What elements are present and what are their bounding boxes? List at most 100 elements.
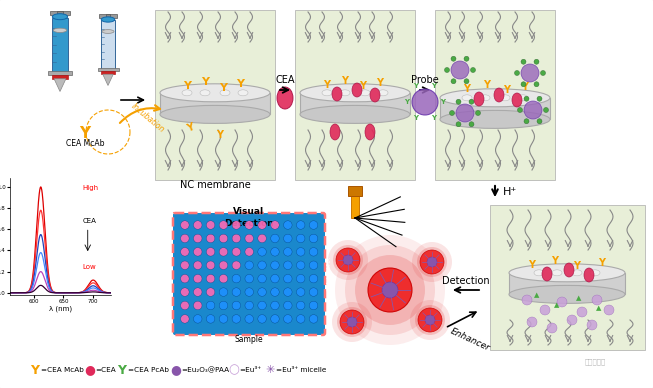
- Circle shape: [206, 261, 215, 270]
- Ellipse shape: [378, 90, 388, 96]
- Ellipse shape: [200, 90, 210, 96]
- Text: =Eu³⁺: =Eu³⁺: [240, 367, 261, 373]
- Text: =CEA PcAb: =CEA PcAb: [127, 367, 168, 373]
- Circle shape: [271, 221, 279, 229]
- Circle shape: [181, 234, 189, 242]
- Circle shape: [540, 305, 550, 315]
- Circle shape: [193, 315, 202, 323]
- Text: ●: ●: [170, 364, 182, 376]
- Circle shape: [328, 240, 368, 280]
- Circle shape: [296, 301, 305, 310]
- Circle shape: [310, 274, 318, 283]
- Text: Y: Y: [441, 99, 445, 105]
- Text: =Eu³⁺ micelle: =Eu³⁺ micelle: [276, 367, 326, 373]
- Circle shape: [245, 248, 253, 256]
- Circle shape: [445, 68, 449, 73]
- Circle shape: [527, 317, 537, 327]
- Ellipse shape: [277, 87, 293, 109]
- Bar: [57, 11, 63, 17]
- FancyBboxPatch shape: [490, 205, 645, 350]
- Circle shape: [258, 248, 266, 256]
- Circle shape: [418, 308, 442, 332]
- Circle shape: [517, 107, 522, 113]
- Circle shape: [245, 234, 253, 242]
- Circle shape: [232, 301, 240, 310]
- Circle shape: [537, 119, 542, 124]
- Text: Y: Y: [573, 261, 581, 271]
- Circle shape: [206, 301, 215, 310]
- Circle shape: [245, 261, 253, 270]
- Circle shape: [382, 282, 398, 298]
- Circle shape: [193, 221, 202, 229]
- Ellipse shape: [480, 95, 490, 101]
- Ellipse shape: [542, 267, 552, 281]
- Ellipse shape: [322, 90, 332, 96]
- Text: Y: Y: [183, 81, 191, 91]
- Circle shape: [193, 288, 202, 296]
- Text: Y: Y: [522, 82, 528, 92]
- Circle shape: [410, 300, 450, 340]
- Bar: [52, 75, 68, 79]
- Circle shape: [456, 99, 461, 104]
- Bar: [300, 93, 410, 114]
- Text: ▲: ▲: [534, 292, 539, 298]
- Circle shape: [471, 68, 475, 73]
- Ellipse shape: [440, 89, 550, 107]
- Ellipse shape: [300, 84, 410, 102]
- Text: Y: Y: [377, 78, 383, 88]
- Circle shape: [592, 295, 602, 305]
- Text: Y: Y: [80, 125, 91, 140]
- Circle shape: [219, 261, 228, 270]
- Ellipse shape: [53, 28, 67, 33]
- Text: High: High: [83, 185, 99, 191]
- Circle shape: [456, 122, 461, 127]
- Circle shape: [271, 288, 279, 296]
- Circle shape: [283, 301, 292, 310]
- Circle shape: [283, 288, 292, 296]
- Circle shape: [521, 59, 526, 64]
- FancyBboxPatch shape: [155, 10, 275, 180]
- Circle shape: [206, 234, 215, 242]
- Circle shape: [271, 274, 279, 283]
- Circle shape: [333, 245, 363, 275]
- Circle shape: [521, 82, 526, 87]
- Circle shape: [232, 288, 240, 296]
- Circle shape: [181, 315, 189, 323]
- Circle shape: [181, 288, 189, 296]
- Circle shape: [245, 221, 253, 229]
- Circle shape: [283, 315, 292, 323]
- FancyBboxPatch shape: [173, 213, 325, 335]
- Circle shape: [219, 301, 228, 310]
- Circle shape: [296, 234, 305, 242]
- Ellipse shape: [330, 124, 340, 140]
- Circle shape: [412, 89, 438, 115]
- Circle shape: [271, 301, 279, 310]
- Circle shape: [343, 255, 353, 265]
- Text: Y: Y: [404, 99, 409, 105]
- Ellipse shape: [238, 90, 248, 96]
- Text: 中国高科技: 中国高科技: [584, 359, 605, 365]
- Circle shape: [587, 320, 597, 330]
- Text: Y: Y: [432, 114, 436, 121]
- Ellipse shape: [370, 88, 380, 102]
- Text: CEA / DELFIA: CEA / DELFIA: [326, 257, 332, 291]
- Circle shape: [219, 248, 228, 256]
- Text: Y: Y: [187, 123, 193, 133]
- Circle shape: [296, 274, 305, 283]
- Circle shape: [219, 315, 228, 323]
- Text: Y: Y: [117, 364, 125, 376]
- Ellipse shape: [572, 270, 582, 276]
- Circle shape: [258, 261, 266, 270]
- Circle shape: [219, 234, 228, 242]
- Text: Y: Y: [215, 129, 225, 141]
- Ellipse shape: [182, 90, 192, 96]
- Text: Enhancer: Enhancer: [449, 327, 491, 353]
- Circle shape: [245, 288, 253, 296]
- Text: CEA: CEA: [276, 75, 295, 85]
- Circle shape: [340, 310, 364, 334]
- Text: Detection: Detection: [442, 276, 490, 286]
- Text: NC membrane: NC membrane: [180, 180, 250, 190]
- Circle shape: [534, 82, 539, 87]
- Text: Y: Y: [483, 80, 490, 90]
- Circle shape: [456, 104, 474, 122]
